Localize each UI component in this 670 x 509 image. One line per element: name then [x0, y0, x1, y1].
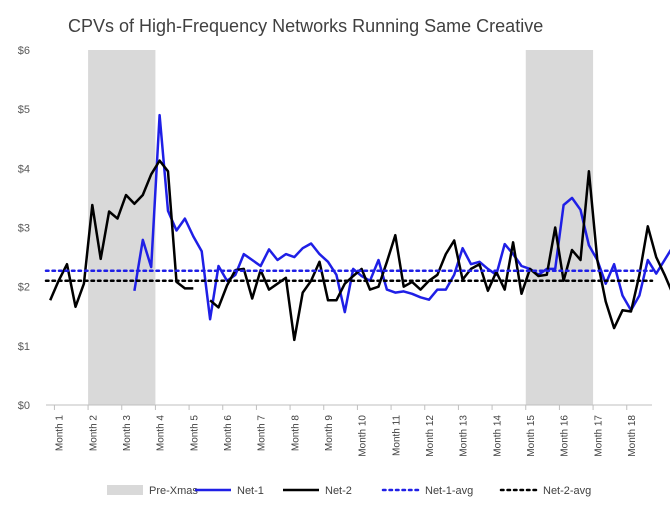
y-tick-label: $6: [18, 45, 30, 57]
legend-label-net-2-avg: Net-2-avg: [543, 485, 591, 497]
x-tick-label: Month 14: [492, 415, 503, 457]
x-tick-label: Month 6: [223, 415, 234, 452]
shaded-region-1: [88, 50, 156, 405]
y-tick-label: $3: [18, 223, 30, 235]
legend-label-net-2: Net-2: [325, 485, 352, 497]
x-tick-label: Month 11: [391, 415, 402, 456]
x-tick-label: Month 13: [459, 415, 470, 457]
legend-label-net-1-avg: Net-1-avg: [425, 485, 473, 497]
x-tick-label: Month 17: [593, 415, 604, 457]
chart-title: CPVs of High-Frequency Networks Running …: [68, 16, 544, 36]
x-tick-label: Month 4: [156, 415, 167, 452]
x-tick-label: Month 1: [55, 415, 66, 452]
x-tick-label: Month 9: [324, 415, 335, 452]
legend-label-net-1: Net-1: [237, 485, 264, 497]
y-tick-label: $4: [18, 163, 30, 175]
series-line-net-2: [49, 159, 670, 342]
x-tick-label: Month 8: [290, 415, 301, 452]
x-tick-label: Month 10: [358, 415, 369, 457]
x-tick-label: Month 15: [526, 415, 537, 457]
y-tick-label: $1: [18, 341, 30, 353]
x-tick-label: Month 3: [122, 415, 133, 452]
legend-label-pre-xmas: Pre-Xmas: [149, 485, 198, 497]
legend-swatch-pre-xmas: [107, 485, 143, 495]
x-tick-label: Month 12: [425, 415, 436, 457]
y-tick-label: $2: [18, 282, 30, 294]
x-tick-label: Month 7: [257, 415, 268, 452]
x-tick-label: Month 5: [189, 415, 200, 452]
y-tick-label: $0: [18, 400, 30, 412]
y-tick-label: $5: [18, 104, 30, 116]
x-tick-label: Month 16: [560, 415, 571, 457]
x-tick-label: Month 2: [88, 415, 99, 452]
x-tick-label: Month 18: [627, 415, 638, 457]
